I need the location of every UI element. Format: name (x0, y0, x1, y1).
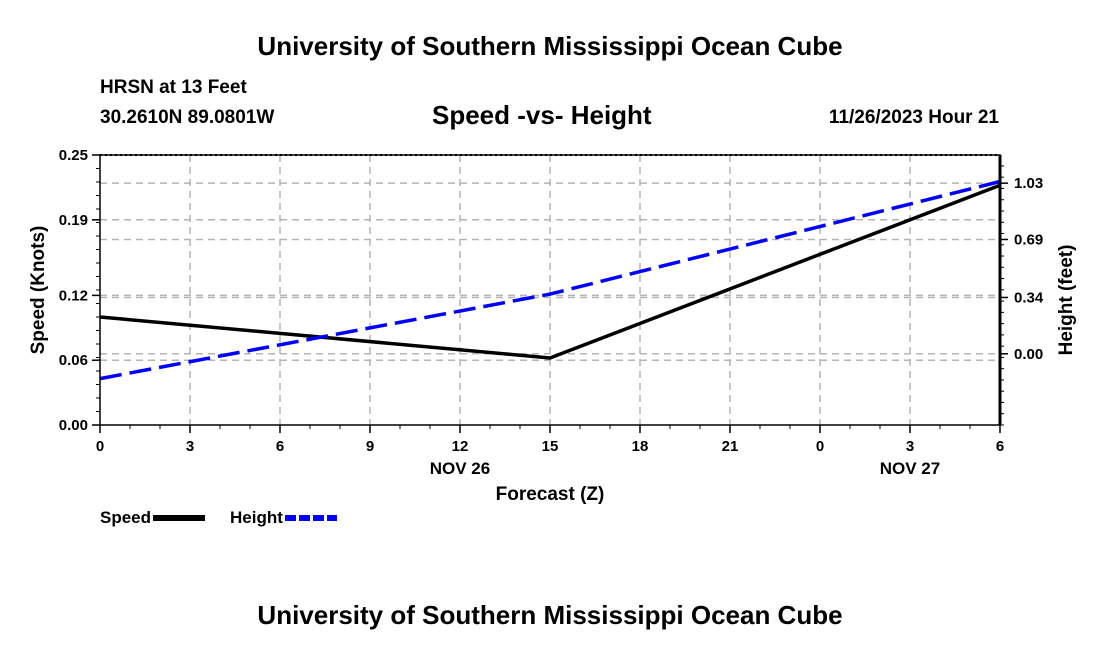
x-tick-label: 9 (366, 438, 374, 455)
series-height-line (99, 179, 1001, 381)
x-tick-label: 6 (996, 438, 1004, 455)
legend-speed-swatch (153, 515, 206, 521)
series-layer (99, 179, 1001, 381)
x-tick-label: 15 (542, 438, 559, 455)
y2-tick-label: 0.34 (1014, 289, 1044, 306)
x-axis-label: Forecast (Z) (496, 484, 605, 505)
coordinates-label: 30.2610N 89.0801W (100, 107, 275, 128)
legend-speed: Speed (100, 508, 206, 528)
y-axis-label: Speed (Knots) (28, 226, 49, 355)
x-tick-label: 3 (906, 438, 914, 455)
y-tick-label: 0.19 (59, 212, 88, 229)
x-tick-label: 3 (186, 438, 194, 455)
series-speed-line (99, 183, 1001, 360)
legend-speed-label: Speed (100, 508, 152, 527)
y-tick-label: 0.12 (59, 287, 88, 304)
x-date-label: NOV 26 (430, 459, 490, 478)
legend-height: Height (230, 508, 337, 528)
x-date-label: NOV 27 (880, 459, 940, 478)
y2-tick-label: 0.69 (1014, 231, 1043, 248)
x-tick-label: 0 (816, 438, 824, 455)
axes-layer: 0 3 6 9 12 15 18 21 0 3 6 NOV 26 NOV 27 0.00 0.06 0.12 0… (59, 147, 1044, 478)
x-tick-label: 21 (722, 438, 739, 455)
y-tick-label: 0.25 (59, 147, 88, 164)
grid-layer (100, 155, 1000, 425)
legend-height-label: Height (230, 508, 283, 527)
page-title: University of Southern Mississippi Ocean… (257, 31, 843, 61)
legend-height-swatch (284, 515, 337, 521)
x-tick-label: 6 (276, 438, 284, 455)
x-tick-label: 12 (452, 438, 469, 455)
x-tick-label: 18 (632, 438, 649, 455)
y-tick-label: 0.06 (59, 352, 88, 369)
forecast-datetime: 11/26/2023 Hour 21 (828, 107, 999, 128)
footer-title: University of Southern Mississippi Ocean… (257, 600, 843, 630)
y2-tick-label: 1.03 (1014, 175, 1043, 192)
y2-tick-label: 0.00 (1014, 346, 1043, 363)
x-tick-label: 0 (96, 438, 104, 455)
chart-subtitle: Speed -vs- Height (432, 100, 652, 130)
station-label: HRSN at 13 Feet (100, 77, 247, 98)
y-tick-label: 0.00 (59, 417, 88, 434)
y2-axis-label: Height (feet) (1056, 245, 1077, 356)
